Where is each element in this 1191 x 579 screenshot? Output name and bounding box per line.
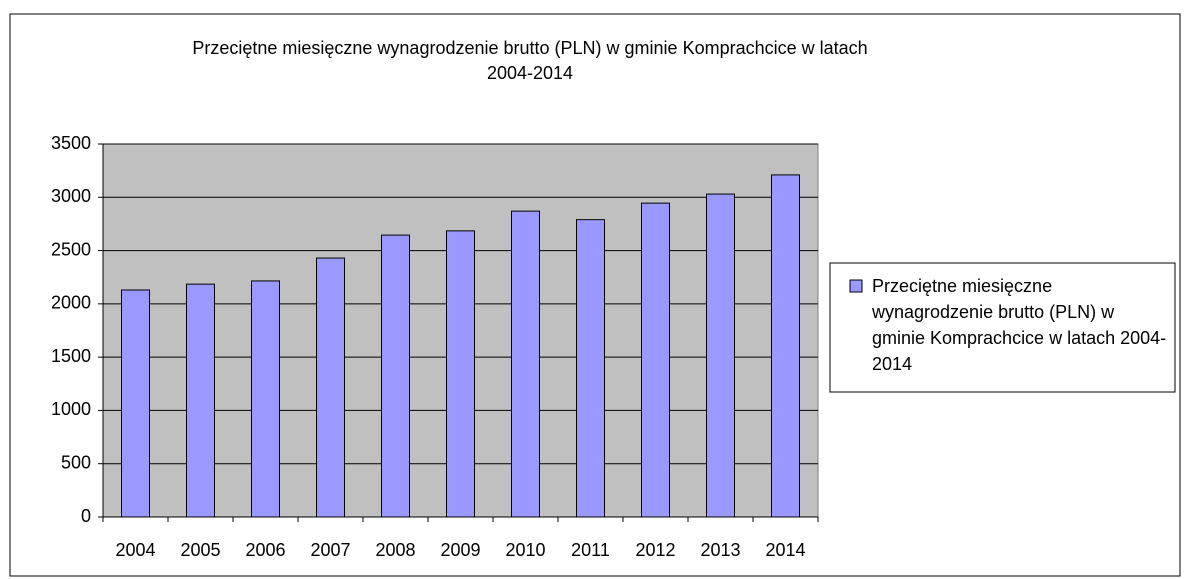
bar <box>771 174 800 518</box>
bar <box>251 280 280 518</box>
legend-label: Przeciętne miesięczne wynagrodzenie brut… <box>872 276 1167 374</box>
legend-swatch <box>849 279 863 293</box>
x-tick-label: 2005 <box>180 540 220 560</box>
bar <box>576 219 605 518</box>
bar <box>706 193 735 518</box>
x-tick-label: 2011 <box>571 540 610 560</box>
y-tick-label: 2500 <box>51 239 91 259</box>
chart-title: Przeciętne miesięczne wynagrodzenie brut… <box>192 38 868 83</box>
bar <box>316 257 345 518</box>
x-tick-label: 2009 <box>440 540 480 560</box>
y-tick-label: 2000 <box>51 293 91 313</box>
y-tick-label: 500 <box>61 452 91 472</box>
x-tick-label: 2010 <box>505 540 545 560</box>
x-tick-label: 2004 <box>115 540 155 560</box>
x-tick-label: 2006 <box>245 540 285 560</box>
x-tick-label: 2013 <box>700 540 740 560</box>
bar <box>641 202 670 518</box>
y-tick-label: 3000 <box>51 186 91 206</box>
bar <box>186 283 215 518</box>
x-tick-label: 2012 <box>635 540 675 560</box>
bar <box>511 210 540 518</box>
x-tick-label: 2014 <box>765 540 805 560</box>
x-tick-label: 2008 <box>375 540 415 560</box>
bar <box>121 289 150 518</box>
bar <box>446 230 475 518</box>
bar <box>381 234 410 518</box>
x-tick-label: 2007 <box>310 540 350 560</box>
y-tick-label: 0 <box>81 506 91 526</box>
legend-box <box>829 262 1176 393</box>
y-tick-label: 1500 <box>51 346 91 366</box>
y-tick-label: 1000 <box>51 399 91 419</box>
y-tick-label: 3500 <box>51 133 91 153</box>
